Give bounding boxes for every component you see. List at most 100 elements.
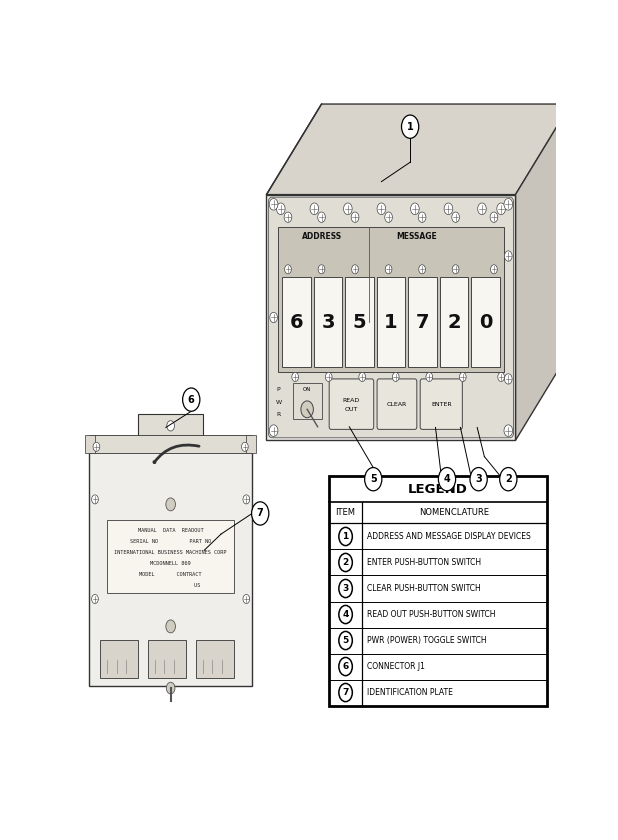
Text: 1: 1: [342, 532, 349, 541]
FancyBboxPatch shape: [268, 197, 514, 438]
FancyBboxPatch shape: [420, 379, 462, 429]
Text: 2: 2: [447, 312, 461, 332]
Text: CONNECTOR J1: CONNECTOR J1: [367, 662, 425, 671]
Circle shape: [310, 203, 319, 215]
Circle shape: [270, 312, 277, 323]
Circle shape: [339, 606, 352, 623]
Circle shape: [269, 425, 278, 437]
Circle shape: [91, 595, 98, 603]
Circle shape: [183, 388, 200, 412]
Circle shape: [359, 372, 366, 381]
Text: 3: 3: [475, 474, 482, 484]
Text: IDENTIFICATION PLATE: IDENTIFICATION PLATE: [367, 688, 453, 697]
FancyBboxPatch shape: [329, 476, 547, 706]
Circle shape: [438, 468, 455, 491]
FancyBboxPatch shape: [376, 277, 405, 367]
Circle shape: [292, 372, 298, 381]
Circle shape: [339, 554, 352, 571]
Circle shape: [166, 620, 176, 633]
Circle shape: [284, 212, 292, 223]
Circle shape: [419, 265, 425, 274]
Text: ADDRESS AND MESSAGE DISPLAY DEVICES: ADDRESS AND MESSAGE DISPLAY DEVICES: [367, 532, 531, 541]
FancyBboxPatch shape: [345, 277, 374, 367]
Text: PWR (POWER) TOGGLE SWITCH: PWR (POWER) TOGGLE SWITCH: [367, 636, 487, 645]
Circle shape: [504, 425, 512, 437]
Text: 1: 1: [407, 122, 413, 132]
Circle shape: [339, 528, 352, 546]
FancyArrowPatch shape: [154, 445, 199, 463]
Circle shape: [339, 658, 352, 675]
FancyBboxPatch shape: [100, 639, 138, 678]
Circle shape: [167, 421, 174, 431]
Text: READ OUT PUSH-BUTTON SWITCH: READ OUT PUSH-BUTTON SWITCH: [367, 610, 496, 619]
Text: 1: 1: [384, 312, 398, 332]
Circle shape: [497, 203, 506, 215]
Circle shape: [478, 203, 486, 215]
FancyBboxPatch shape: [196, 639, 234, 678]
Circle shape: [392, 372, 399, 381]
Circle shape: [269, 198, 278, 210]
Text: INTERNATIONAL BUSINESS MACHINES CORP: INTERNATIONAL BUSINESS MACHINES CORP: [114, 549, 227, 554]
Circle shape: [410, 203, 419, 215]
Circle shape: [377, 203, 386, 215]
Text: 5: 5: [370, 474, 376, 484]
Text: 3: 3: [342, 584, 349, 593]
Text: US: US: [141, 583, 200, 588]
FancyBboxPatch shape: [107, 520, 234, 594]
Polygon shape: [515, 104, 570, 440]
Circle shape: [452, 265, 459, 274]
Text: 3: 3: [321, 312, 335, 332]
Circle shape: [491, 265, 497, 274]
Text: 7: 7: [257, 508, 264, 518]
Circle shape: [243, 495, 250, 504]
Circle shape: [402, 115, 419, 139]
Text: ENTER PUSH-BUTTON SWITCH: ENTER PUSH-BUTTON SWITCH: [367, 558, 481, 567]
FancyBboxPatch shape: [471, 277, 500, 367]
Circle shape: [339, 684, 352, 701]
Text: NOMENCLATURE: NOMENCLATURE: [420, 508, 489, 517]
Circle shape: [301, 401, 313, 417]
Text: ITEM: ITEM: [336, 508, 355, 517]
Polygon shape: [266, 104, 570, 195]
FancyBboxPatch shape: [377, 379, 417, 429]
FancyBboxPatch shape: [282, 277, 311, 367]
Text: 0: 0: [479, 312, 492, 332]
Circle shape: [318, 265, 325, 274]
Circle shape: [285, 265, 291, 274]
Circle shape: [339, 580, 352, 597]
Circle shape: [252, 501, 269, 525]
FancyBboxPatch shape: [293, 383, 321, 419]
FancyBboxPatch shape: [85, 435, 95, 454]
Text: ENTER: ENTER: [431, 402, 452, 407]
Circle shape: [93, 443, 99, 451]
Text: MANUAL  DATA  READOUT: MANUAL DATA READOUT: [138, 528, 203, 533]
Circle shape: [166, 682, 175, 694]
Circle shape: [344, 203, 352, 215]
Circle shape: [500, 468, 517, 491]
Text: 6: 6: [188, 395, 195, 405]
Text: MESSAGE: MESSAGE: [396, 232, 436, 241]
FancyBboxPatch shape: [266, 195, 515, 440]
Circle shape: [504, 374, 512, 384]
Circle shape: [318, 212, 325, 223]
Text: 5: 5: [353, 312, 366, 332]
FancyBboxPatch shape: [89, 437, 252, 686]
Text: CLEAR PUSH-BUTTON SWITCH: CLEAR PUSH-BUTTON SWITCH: [367, 584, 481, 593]
Text: LEGEND: LEGEND: [408, 483, 468, 496]
Circle shape: [352, 265, 358, 274]
Text: ON: ON: [303, 386, 311, 391]
Circle shape: [325, 372, 332, 381]
FancyBboxPatch shape: [439, 277, 468, 367]
FancyBboxPatch shape: [314, 277, 342, 367]
Text: READ: READ: [343, 398, 360, 402]
Text: SERIAL NO          PART NO: SERIAL NO PART NO: [130, 538, 211, 543]
Circle shape: [497, 372, 504, 381]
FancyBboxPatch shape: [279, 227, 504, 372]
Text: MODEL       CONTRACT: MODEL CONTRACT: [140, 571, 202, 576]
Text: ADDRESS: ADDRESS: [302, 232, 342, 241]
Text: 6: 6: [290, 312, 303, 332]
FancyBboxPatch shape: [138, 414, 203, 437]
FancyBboxPatch shape: [329, 379, 374, 429]
Text: OUT: OUT: [345, 407, 358, 412]
Text: 5: 5: [342, 636, 349, 645]
